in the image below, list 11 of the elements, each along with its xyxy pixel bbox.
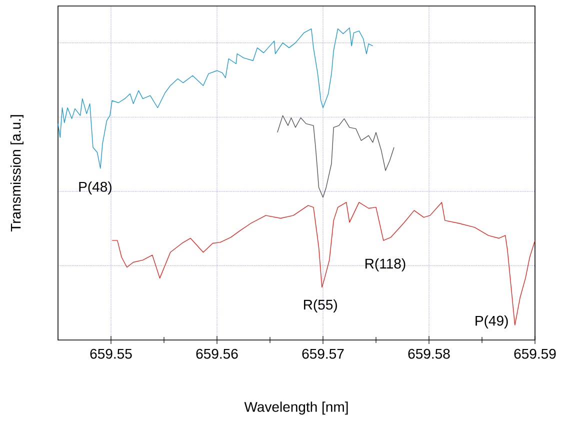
annotation: R(118)	[365, 258, 406, 272]
x-tick-label: 659.57	[302, 348, 344, 359]
annotation: R(55)	[304, 299, 337, 312]
x-tick-label: 659.58	[408, 348, 450, 359]
x-tick-label: 659.56	[196, 348, 238, 359]
x-tick-label: 659.59	[514, 348, 556, 359]
y-axis-title: Transmission [a.u.]	[10, 115, 24, 232]
x-tick-label: 659.55	[90, 348, 132, 359]
annotation: P(49)	[476, 315, 508, 328]
x-axis-title: Wavelength [nm]	[244, 402, 348, 415]
annotation: P(48)	[79, 181, 112, 195]
